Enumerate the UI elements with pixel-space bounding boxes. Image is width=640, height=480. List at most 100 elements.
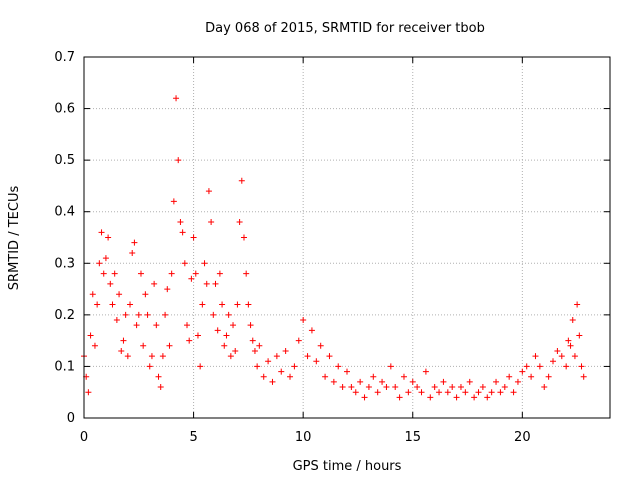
y-tick-label: 0.6 [54,102,75,117]
data-point [462,389,469,396]
data-point [94,301,101,308]
data-point [339,384,346,391]
data-point [142,291,149,298]
data-point [479,384,486,391]
data-point [107,280,114,287]
data-point [118,347,125,354]
data-point [278,368,285,375]
data-point [148,353,155,360]
data-point [352,389,359,396]
y-tick-label: 0.7 [54,50,75,65]
data-point [304,353,311,360]
data-point [98,229,105,236]
data-point [197,363,204,370]
data-point [201,260,208,267]
data-point [162,311,169,318]
data-point [214,327,221,334]
data-point [111,270,118,277]
data-point [523,363,530,370]
data-point [571,353,578,360]
data-point [190,234,197,241]
data-point [243,270,250,277]
data-point [269,378,276,385]
data-point [405,389,412,396]
data-point [247,322,254,329]
data-point [493,378,500,385]
y-tick-label: 0.2 [54,308,75,323]
data-point [580,373,587,380]
data-point [287,373,294,380]
grid-lines [84,57,610,418]
data-point [116,291,123,298]
data-point [221,342,228,349]
data-point [230,322,237,329]
data-point [192,270,199,277]
data-point [300,317,307,324]
y-tick-label: 0.1 [54,359,75,374]
data-point [392,384,399,391]
data-point [85,389,92,396]
data-point [330,378,337,385]
data-point [536,363,543,370]
data-point [370,373,377,380]
data-point [205,188,212,195]
data-point [89,291,96,298]
data-point [177,219,184,226]
data-point [184,322,191,329]
data-point [326,353,333,360]
data-points [81,95,587,401]
data-point [273,353,280,360]
data-point [170,198,177,205]
data-point [565,337,572,344]
data-point [484,394,491,401]
data-point [140,342,147,349]
data-point [558,353,565,360]
data-point [216,270,223,277]
data-point [308,327,315,334]
data-point [254,363,261,370]
data-point [471,394,478,401]
data-point [554,347,561,354]
data-point [440,378,447,385]
x-axis: 0 5 10 15 20 [80,57,531,445]
data-point [256,342,263,349]
data-point [265,358,272,365]
data-point [168,270,175,277]
data-point [238,177,245,184]
data-point [578,363,585,370]
data-point [175,157,182,164]
data-point [137,270,144,277]
data-point [379,378,386,385]
data-point [179,229,186,236]
data-point [335,363,342,370]
data-point [550,358,557,365]
data-point [506,373,513,380]
data-point [102,255,109,262]
data-point [164,286,171,293]
data-point [194,332,201,339]
x-tick-label: 20 [514,430,531,445]
data-point [225,311,232,318]
data-point [444,389,451,396]
data-point [181,260,188,267]
data-point [361,394,368,401]
data-point [157,384,164,391]
data-point [567,342,574,349]
data-point [166,342,173,349]
data-point [109,301,116,308]
plot-frame [83,56,611,419]
y-tick-label: 0.5 [54,153,75,168]
data-point [133,322,140,329]
data-point [545,373,552,380]
data-point [409,378,416,385]
data-point [541,384,548,391]
data-point [131,239,138,246]
y-tick-label: 0 [67,411,75,426]
data-point [365,384,372,391]
data-point [427,394,434,401]
data-point [574,301,581,308]
data-point [151,280,158,287]
data-point [322,373,329,380]
data-point [260,373,267,380]
